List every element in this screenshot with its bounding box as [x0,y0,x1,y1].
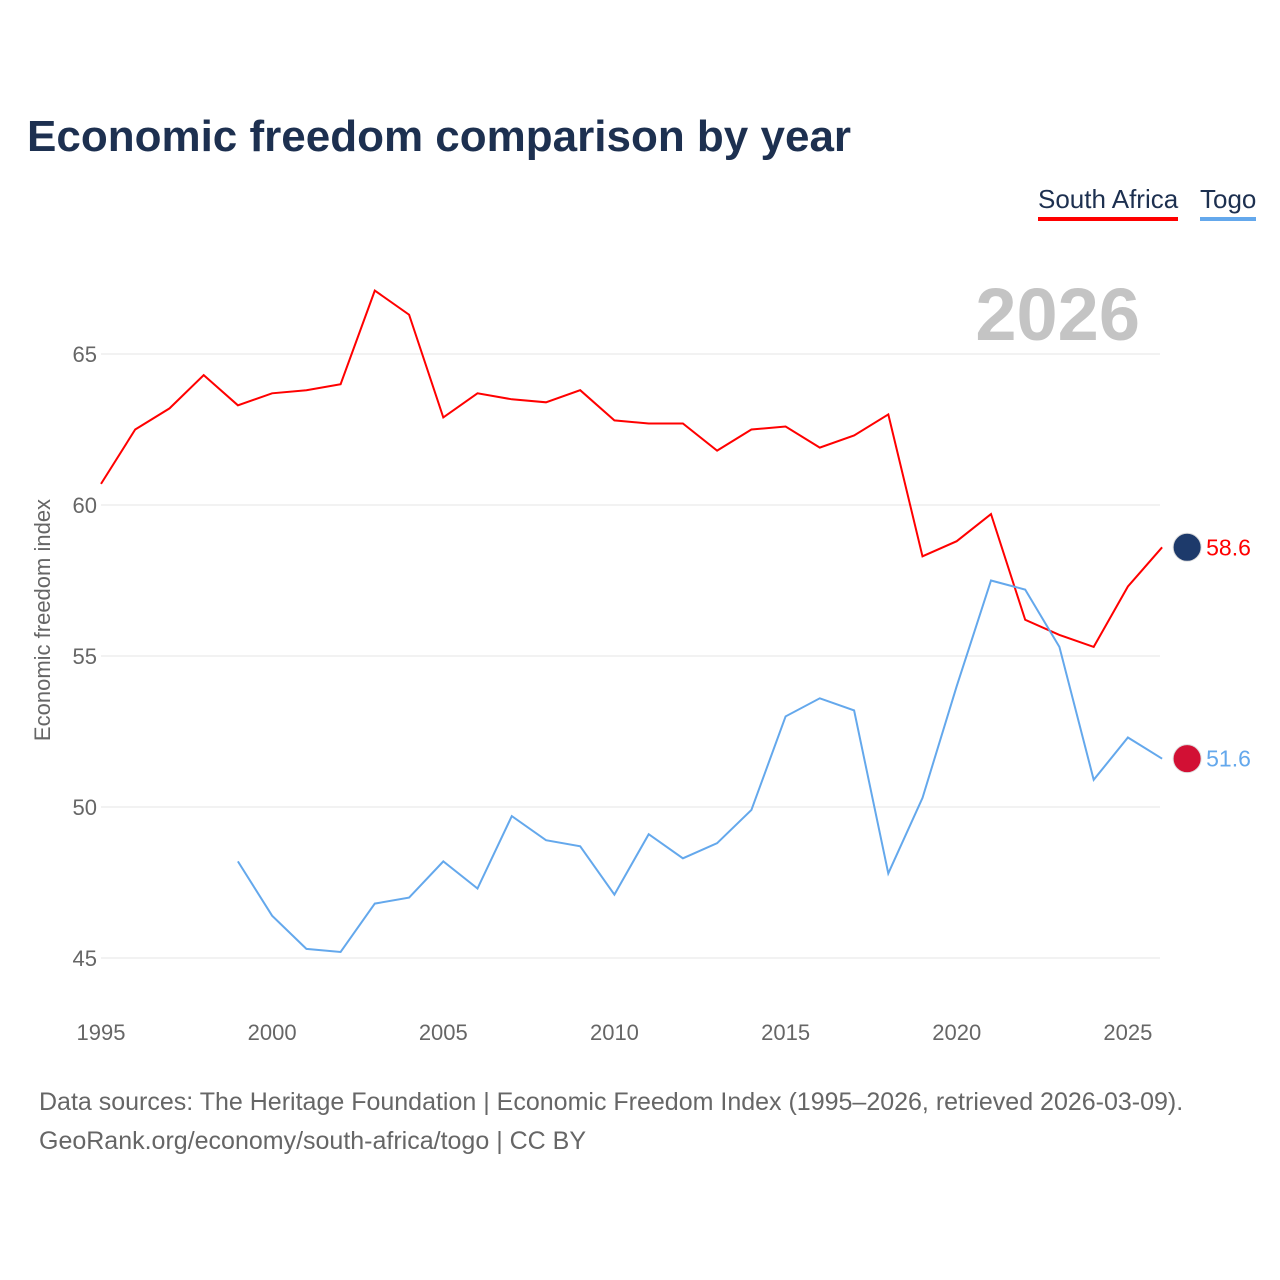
y-tick-label: 60 [73,493,97,518]
y-axis-label: Economic freedom index [30,499,55,741]
x-tick-label: 2000 [248,1020,297,1045]
x-tick-label: 2005 [419,1020,468,1045]
legend-togo[interactable]: Togo [1200,184,1257,221]
x-tick-label: 2010 [590,1020,639,1045]
year-watermark: 2026 [975,273,1140,356]
x-tick-label: 2025 [1103,1020,1152,1045]
x-tick-label: 1995 [77,1020,126,1045]
flag-icon [1172,744,1202,774]
y-tick-label: 50 [73,795,97,820]
end-value-label: 51.6 [1206,746,1251,772]
footer-link[interactable]: GeoRank.org/economy/south-africa/togo | … [39,1127,587,1155]
x-tick-label: 2020 [932,1020,981,1045]
flag-icon [1172,532,1202,562]
y-tick-label: 55 [73,644,97,669]
series-line-south-africa [100,289,1163,649]
series-line-togo [237,579,1163,954]
footer-sources: Data sources: The Heritage Foundation | … [39,1088,1184,1116]
chart-title: Economic freedom comparison by year [27,112,852,161]
end-value-label: 58.6 [1206,534,1251,560]
y-tick-label: 45 [73,946,97,971]
x-tick-label: 2015 [761,1020,810,1045]
legend-south-africa[interactable]: South Africa [1038,184,1179,221]
y-tick-label: 65 [73,342,97,367]
